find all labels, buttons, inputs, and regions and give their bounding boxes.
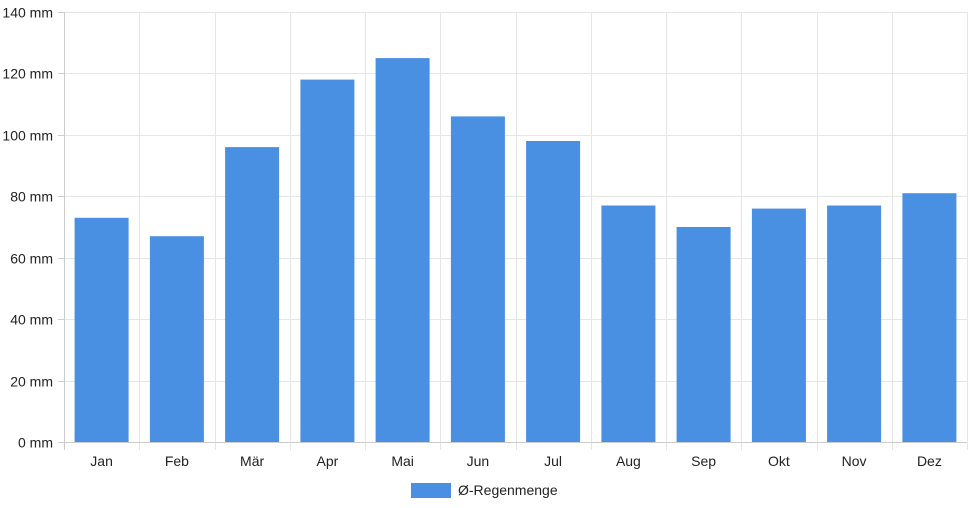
- legend-swatch[interactable]: [411, 483, 451, 498]
- y-tick-label: 40 mm: [10, 312, 53, 328]
- grid-lines: [64, 12, 968, 450]
- legend-label[interactable]: Ø-Regenmenge: [458, 482, 558, 498]
- bar-jan[interactable]: [74, 217, 129, 442]
- bar-mai[interactable]: [375, 58, 430, 442]
- bar-jul[interactable]: [526, 141, 581, 442]
- x-tick-labels: Jan Feb Mär Apr Mai Jun Jul Aug Sep Okt Nov Dez: [90, 453, 942, 469]
- x-tick-label: Dez: [917, 453, 942, 469]
- x-tick-label: Aug: [616, 453, 641, 469]
- x-tick-label: Jun: [467, 453, 490, 469]
- bar-mär[interactable]: [225, 147, 280, 442]
- x-tick-label: Apr: [317, 453, 339, 469]
- bars: [74, 58, 957, 443]
- x-tick-label: Jul: [544, 453, 562, 469]
- y-tick-label: 120 mm: [2, 66, 53, 82]
- bar-okt[interactable]: [751, 208, 806, 442]
- y-tick-label: 0 mm: [18, 435, 53, 451]
- x-tick-label: Okt: [768, 453, 790, 469]
- y-tick-label: 20 mm: [10, 374, 53, 390]
- y-tick-label: 60 mm: [10, 251, 53, 267]
- axes: [58, 12, 967, 450]
- y-tick-label: 100 mm: [2, 128, 53, 144]
- bar-feb[interactable]: [149, 236, 204, 442]
- x-tick-label: Jan: [90, 453, 113, 469]
- y-tick-label: 140 mm: [2, 5, 53, 21]
- bar-aug[interactable]: [601, 205, 656, 443]
- y-tick-label: 80 mm: [10, 189, 53, 205]
- x-tick-label: Sep: [691, 453, 716, 469]
- y-tick-labels: 0 mm 20 mm 40 mm 60 mm 80 mm 100 mm 120 mm 140 …: [2, 5, 53, 451]
- bar-apr[interactable]: [300, 79, 355, 442]
- x-tick-label: Mai: [391, 453, 414, 469]
- x-tick-label: Nov: [842, 453, 867, 469]
- x-tick-label: Feb: [165, 453, 189, 469]
- bar-dez[interactable]: [902, 193, 957, 442]
- bar-jun[interactable]: [450, 116, 505, 443]
- bar-sep[interactable]: [676, 227, 731, 442]
- x-tick-label: Mär: [240, 453, 264, 469]
- bar-nov[interactable]: [827, 205, 882, 443]
- legend[interactable]: Ø-Regenmenge: [411, 482, 558, 498]
